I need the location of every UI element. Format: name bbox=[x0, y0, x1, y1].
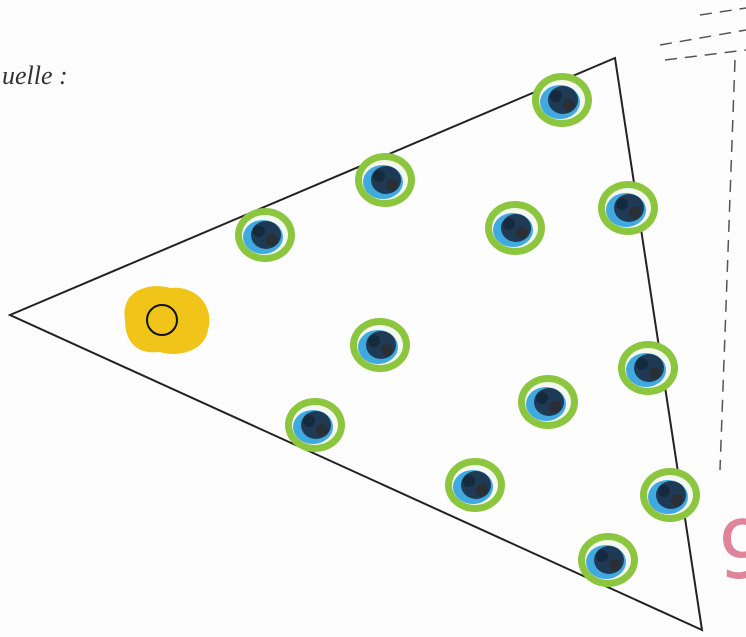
dark-spot bbox=[463, 475, 475, 487]
dark-spot bbox=[368, 335, 380, 347]
dark-spot bbox=[609, 559, 621, 571]
dark-spot bbox=[266, 234, 278, 246]
dark-spot bbox=[649, 367, 661, 379]
dark-spot bbox=[636, 358, 648, 370]
dash-line bbox=[719, 59, 736, 471]
dark-spot bbox=[316, 424, 328, 436]
dash-line bbox=[659, 29, 746, 46]
dark-spot bbox=[549, 401, 561, 413]
dark-spot bbox=[386, 179, 398, 191]
yellow-blob bbox=[124, 286, 210, 354]
dark-spot bbox=[476, 484, 488, 496]
dark-spot bbox=[671, 494, 683, 506]
dark-spot bbox=[596, 550, 608, 562]
dark-spot bbox=[536, 392, 548, 404]
dashed-marks bbox=[659, 7, 746, 471]
handwritten-note: uelle : bbox=[2, 61, 68, 90]
sun bbox=[124, 286, 210, 354]
dark-spot bbox=[629, 207, 641, 219]
dark-spot bbox=[381, 344, 393, 356]
dark-spot bbox=[550, 90, 562, 102]
dark-spot bbox=[373, 170, 385, 182]
dash-line bbox=[699, 7, 746, 16]
dash-line bbox=[664, 49, 746, 61]
dark-spot bbox=[253, 225, 265, 237]
dots bbox=[235, 73, 700, 587]
sun-circle bbox=[146, 304, 178, 336]
dark-spot bbox=[503, 218, 515, 230]
dark-spot bbox=[516, 227, 528, 239]
dark-spot bbox=[563, 99, 575, 111]
dark-spot bbox=[658, 485, 670, 497]
dark-spot bbox=[303, 415, 315, 427]
page-number: 9 bbox=[718, 504, 746, 597]
dark-spot bbox=[616, 198, 628, 210]
